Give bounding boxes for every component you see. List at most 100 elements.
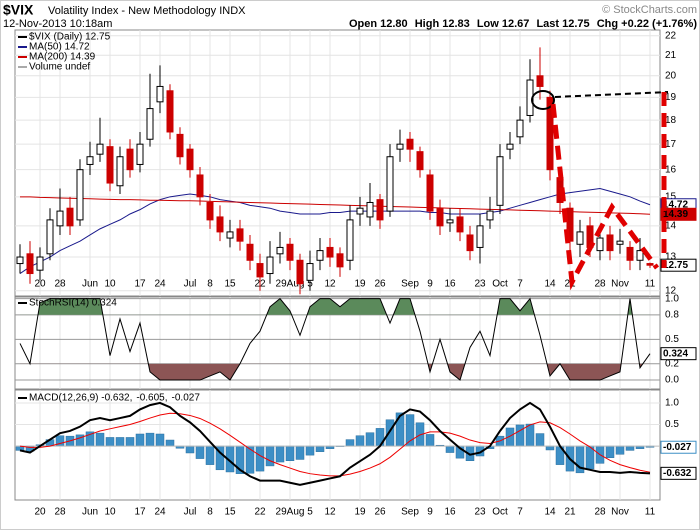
candle-body: [176, 133, 184, 158]
legend-label: MACD(12,26,9) -0.632,: [29, 393, 132, 404]
candle-body: [296, 259, 304, 285]
x-tick-label: Nov: [611, 507, 629, 518]
histogram-bar: [445, 445, 455, 453]
candle-body: [406, 138, 414, 150]
candle-body: [626, 246, 634, 261]
candle-body: [246, 243, 254, 261]
candle-body: [276, 246, 284, 255]
x-tick-label: 8: [207, 507, 213, 518]
x-tick-label: Jul: [184, 279, 197, 290]
x-tick-label: 11: [645, 507, 656, 518]
candle-body: [386, 156, 394, 212]
y-tick-label: 15: [665, 191, 677, 202]
histogram-bar: [155, 433, 165, 447]
y-tick-label: 16: [665, 164, 677, 175]
x-tick-label: 11: [645, 279, 656, 290]
candle-body: [106, 146, 114, 184]
quote-item: Low 12.67: [477, 18, 530, 30]
histogram-bar: [515, 424, 525, 447]
x-tick-label: 9: [427, 279, 433, 290]
candle-body: [126, 148, 134, 171]
x-tick-label: 15: [224, 279, 236, 290]
candle-body: [606, 234, 614, 252]
candle-body: [326, 246, 334, 258]
x-tick-label: 15: [224, 507, 236, 518]
candle-body: [316, 250, 324, 261]
histogram-bar: [305, 445, 315, 456]
histogram-bar: [125, 437, 135, 447]
histogram-bar: [605, 445, 615, 458]
x-tick-label: 28: [594, 279, 606, 290]
x-tick-label: Oct: [492, 507, 508, 518]
histogram-bar: [245, 445, 255, 474]
x-tick-label: 8: [207, 279, 213, 290]
legend-label: -0.027: [172, 393, 201, 404]
last-value-label: 14.39: [663, 209, 688, 220]
y-tick-label: 1.0: [665, 398, 679, 409]
x-tick-label: 12: [324, 279, 336, 290]
histogram-bar: [315, 445, 325, 452]
x-tick-label: 21: [564, 507, 576, 518]
candle-body: [456, 216, 464, 233]
candle-body: [16, 256, 24, 265]
instrument-name: Volatility Index - New Methodology INDX: [48, 5, 246, 17]
last-value-label: 12.75: [663, 260, 688, 271]
candle-body: [426, 174, 434, 212]
x-tick-label: Jun: [82, 279, 98, 290]
annotation-dashed-line: [554, 91, 669, 98]
quote-item: High 12.83: [415, 18, 470, 30]
histogram-bar: [145, 432, 155, 447]
candle-body: [496, 156, 504, 206]
x-tick-label: 10: [104, 279, 116, 290]
candle-body: [266, 256, 274, 275]
histogram-bar: [185, 445, 195, 454]
histogram-bar: [115, 437, 125, 447]
x-tick-label: 16: [444, 507, 456, 518]
quote-item: Chg +0.22 (+1.76%): [597, 18, 698, 30]
y-tick-label: 0.5: [665, 419, 679, 430]
candle-body: [196, 174, 204, 198]
candle-body: [186, 148, 194, 171]
stochrsi-line: [19, 297, 651, 381]
x-tick-label: 24: [154, 279, 166, 290]
histogram-bar: [95, 432, 105, 447]
x-tick-label: 28: [54, 279, 66, 290]
histogram-bar: [345, 439, 355, 447]
annotations: [531, 90, 669, 291]
x-tick-label: 14: [544, 507, 556, 518]
x-tick-label: Sep: [401, 279, 419, 290]
y-tick-label: 17: [665, 139, 677, 150]
y-tick-label: 14: [665, 220, 677, 231]
x-tick-label: 20: [34, 279, 46, 290]
candle-body: [486, 210, 494, 221]
candle-body: [36, 256, 44, 271]
x-tick-label: 29Aug: [276, 279, 305, 290]
candle-body: [66, 207, 74, 227]
y-tick-label: 0.8: [665, 310, 679, 321]
annotation-circle: [531, 90, 555, 110]
histogram-bar: [625, 445, 635, 451]
annotation-red-path: [550, 103, 660, 291]
x-tick-label: 24: [154, 507, 166, 518]
candle-body: [416, 151, 424, 171]
histogram-bar: [545, 445, 555, 451]
last-value-label: 14.72: [663, 199, 688, 210]
histogram-bar: [615, 445, 625, 455]
x-tick-label: 7: [517, 279, 523, 290]
y-tick-label: 1.0: [665, 293, 679, 304]
candle-body: [636, 250, 644, 261]
x-tick-label: 7: [517, 507, 523, 518]
last-value-label: -0.632: [663, 468, 692, 479]
histogram-bar: [355, 435, 365, 447]
x-tick-label: 19: [354, 279, 366, 290]
x-tick-label: 9: [427, 507, 433, 518]
x-tick-label: 17: [134, 279, 146, 290]
x-tick-label: 16: [444, 279, 456, 290]
candle-body: [376, 199, 384, 221]
last-value-box: [660, 466, 697, 480]
x-tick-label: 26: [374, 507, 386, 518]
candle-body: [576, 231, 584, 245]
candle-body: [306, 263, 314, 281]
overbought-fill: [20, 298, 650, 315]
